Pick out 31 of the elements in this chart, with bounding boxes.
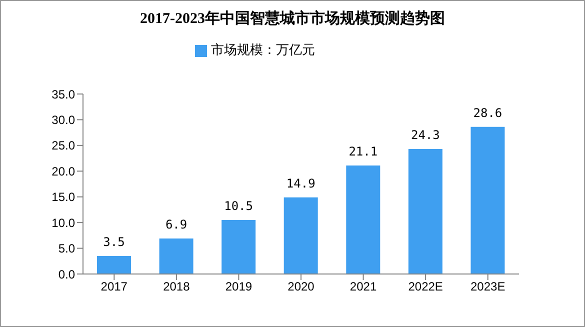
x-tick-label: 2017: [100, 280, 128, 294]
legend-label: 市场规模：万亿元: [211, 42, 315, 57]
y-tick-label: 0.0: [58, 267, 76, 282]
x-tick-label: 2022E: [408, 280, 443, 294]
chart-title: 2017-2023年中国智慧城市市场规模预测趋势图: [139, 9, 446, 28]
x-tick-label: 2018: [163, 280, 190, 294]
x-tick-label: 2021: [350, 280, 377, 294]
y-tick-label: 10.0: [52, 216, 76, 230]
x-tick-label: 2019: [225, 280, 252, 294]
x-tick-label: 2020: [288, 280, 315, 294]
data-label: 24.3: [410, 128, 440, 142]
data-label: 10.5: [224, 199, 254, 213]
data-label: 6.9: [165, 218, 188, 232]
bar: [470, 126, 505, 274]
data-label: 14.9: [286, 176, 316, 190]
y-tick-label: 25.0: [52, 138, 76, 153]
y-tick-label: 15.0: [52, 190, 76, 204]
data-label: 21.1: [348, 144, 378, 158]
y-tick-label: 20.0: [52, 164, 76, 178]
data-label: 28.6: [473, 106, 502, 120]
y-tick-label: 35.0: [52, 87, 76, 102]
bar: [159, 238, 194, 274]
y-tick-label: 5.0: [58, 242, 76, 256]
x-tick-label: 2023E: [470, 280, 506, 294]
bar: [97, 256, 131, 274]
data-label: 3.5: [103, 235, 125, 249]
bar: [284, 197, 318, 274]
bar: [222, 220, 256, 274]
bar: [408, 149, 442, 274]
bar: [346, 165, 380, 274]
y-tick-label: 30.0: [52, 112, 76, 127]
